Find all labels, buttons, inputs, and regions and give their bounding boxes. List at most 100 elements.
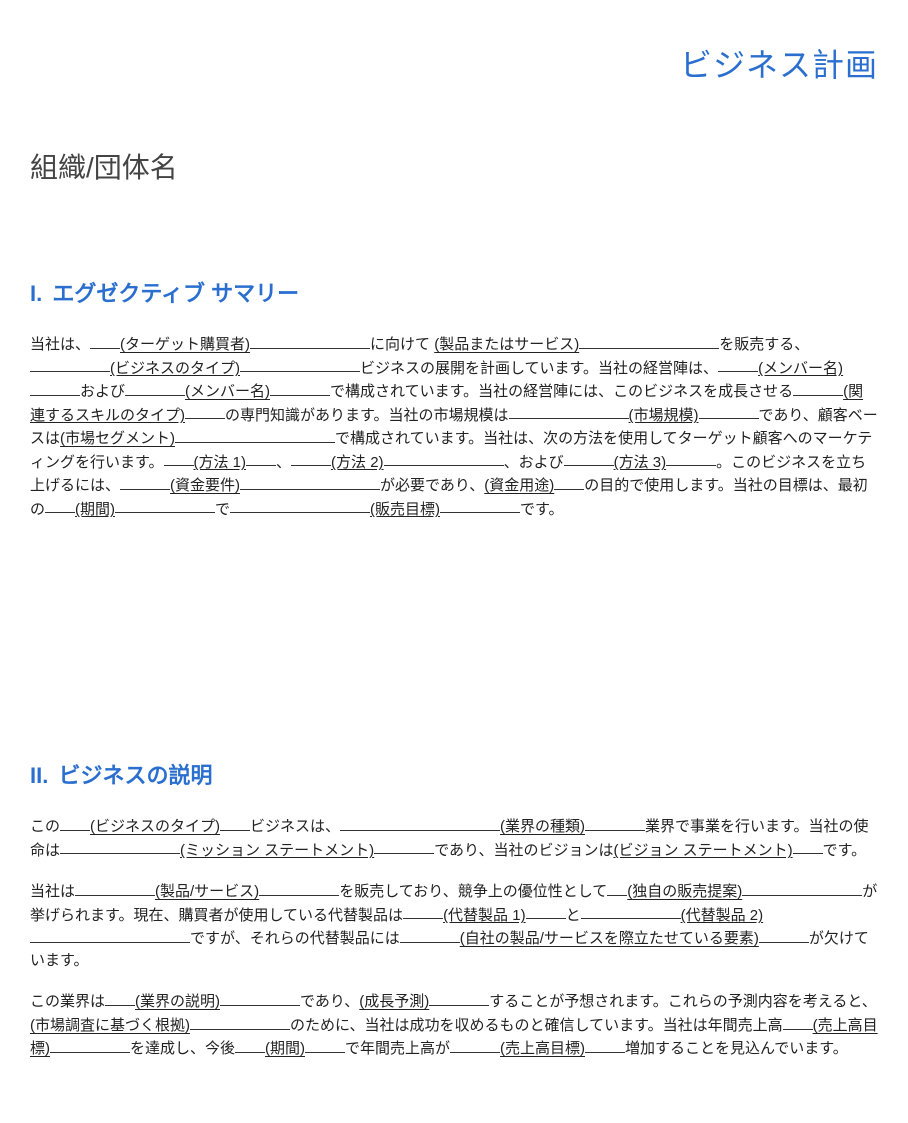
section-1-prefix: I. (30, 281, 42, 306)
blank-field[interactable] (429, 989, 489, 1006)
blank-field[interactable] (125, 379, 185, 396)
hint-product-service: (製品またはサービス) (434, 336, 579, 353)
text: 、 (276, 453, 291, 470)
text: を販売しており、競争上の優位性として (339, 883, 607, 900)
hint-mission: (ミッション ステートメント) (180, 841, 374, 858)
blank-field[interactable] (526, 903, 566, 920)
blank-field[interactable] (185, 403, 225, 420)
blank-field[interactable] (164, 450, 194, 467)
section-2-paragraph-3: この業界は(業界の説明)であり、(成長予測)することが予想されます。これらの予測… (30, 989, 878, 1060)
text: ですが、それらの代替製品には (190, 930, 400, 947)
blank-field[interactable] (75, 879, 155, 896)
blank-field[interactable] (235, 1036, 265, 1053)
blank-field[interactable] (742, 879, 862, 896)
blank-field[interactable] (30, 926, 190, 943)
hint-alt-product-1: (代替製品 1) (443, 906, 526, 923)
text: に向けて (370, 336, 430, 353)
blank-field[interactable] (793, 379, 843, 396)
blank-field[interactable] (291, 450, 331, 467)
blank-field[interactable] (564, 450, 614, 467)
hint-industry-type: (業界の種類) (500, 818, 585, 835)
blank-field[interactable] (793, 838, 823, 855)
blank-field[interactable] (666, 450, 716, 467)
blank-field[interactable] (246, 450, 276, 467)
section-1-paragraph-1: 当社は、(ターゲット購買者)に向けて (製品またはサービス)を販売する、(ビジネ… (30, 332, 878, 520)
blank-field[interactable] (105, 989, 135, 1006)
blank-field[interactable] (175, 426, 335, 443)
blank-field[interactable] (585, 1036, 625, 1053)
section-2-paragraph-2: 当社は(製品/サービス)を販売しており、競争上の優位性として(独自の販売提案)が… (30, 879, 878, 971)
blank-field[interactable] (60, 838, 180, 855)
blank-field[interactable] (607, 879, 627, 896)
text: することが予想されます。これらの予測内容を考えると、 (489, 993, 876, 1010)
blank-field[interactable] (305, 1036, 345, 1053)
text: 、および (504, 453, 564, 470)
blank-field[interactable] (699, 403, 759, 420)
blank-field[interactable] (340, 814, 500, 831)
hint-sales-target: (販売目標) (370, 500, 440, 517)
blank-field[interactable] (30, 356, 110, 373)
text: の専門知識があります。当社の市場規模は (225, 406, 509, 423)
hint-product-service-2: (製品/サービス) (155, 883, 259, 900)
blank-field[interactable] (45, 497, 75, 514)
hint-market-segment: (市場セグメント) (60, 430, 175, 447)
blank-field[interactable] (190, 1013, 290, 1030)
hint-method-2: (方法 2) (331, 453, 384, 470)
blank-field[interactable] (60, 814, 90, 831)
section-1-heading: I. エグゼクティブ サマリー (30, 276, 878, 308)
hint-differentiator: (自社の製品/サービスを際立たせている要素) (460, 930, 759, 947)
blank-field[interactable] (783, 1013, 813, 1030)
hint-funding-req: (資金要件) (170, 477, 240, 494)
text: 当社は (30, 883, 75, 900)
hint-method-3: (方法 3) (614, 453, 667, 470)
organization-name: 組織/団体名 (30, 146, 878, 186)
blank-field[interactable] (230, 497, 370, 514)
text: です。 (520, 500, 564, 517)
hint-period-2: (期間) (265, 1040, 305, 1057)
text: 増加することを見込んでいます。 (625, 1040, 848, 1057)
blank-field[interactable] (240, 473, 380, 490)
blank-field[interactable] (50, 1036, 130, 1053)
hint-vision: (ビジョン ステートメント) (613, 841, 792, 858)
text: のために、当社は成功を収めるものと確信しています。当社は年間売上高 (290, 1017, 783, 1034)
blank-field[interactable] (585, 814, 645, 831)
blank-field[interactable] (450, 1036, 500, 1053)
blank-field[interactable] (554, 473, 584, 490)
blank-field[interactable] (509, 403, 629, 420)
section-1-title: エグゼクティブ サマリー (52, 281, 299, 306)
text: および (80, 383, 125, 400)
hint-period: (期間) (75, 500, 115, 517)
hint-fund-use: (資金用途) (484, 477, 554, 494)
text: であり、 (300, 993, 359, 1010)
text: を達成し、今後 (130, 1040, 235, 1057)
blank-field[interactable] (759, 926, 809, 943)
hint-target-buyer: (ターゲット購買者) (120, 336, 250, 353)
blank-field[interactable] (220, 989, 300, 1006)
blank-field[interactable] (259, 879, 339, 896)
blank-field[interactable] (120, 473, 170, 490)
blank-field[interactable] (581, 903, 681, 920)
hint-market-size: (市場規模) (629, 406, 699, 423)
blank-field[interactable] (718, 356, 758, 373)
blank-field[interactable] (384, 450, 504, 467)
section-2-paragraph-1: この(ビジネスのタイプ)ビジネスは、(業界の種類)業界で事業を行います。当社の使… (30, 814, 878, 861)
hint-growth-forecast: (成長予測) (359, 993, 429, 1010)
blank-field[interactable] (220, 814, 250, 831)
text: を販売する、 (719, 336, 809, 353)
text: で構成されています。当社の経営陣には、このビジネスを成長させる (330, 383, 793, 400)
blank-field[interactable] (90, 332, 120, 349)
blank-field[interactable] (270, 379, 330, 396)
blank-field[interactable] (579, 332, 719, 349)
text: が必要であり、 (380, 477, 484, 494)
blank-field[interactable] (440, 497, 520, 514)
document-page: ビジネス計画 組織/団体名 I. エグゼクティブ サマリー 当社は、(ターゲット… (0, 0, 908, 1123)
blank-field[interactable] (115, 497, 215, 514)
blank-field[interactable] (374, 838, 434, 855)
blank-field[interactable] (240, 356, 360, 373)
hint-business-type-2: (ビジネスのタイプ) (90, 818, 220, 835)
blank-field[interactable] (30, 379, 80, 396)
blank-field[interactable] (400, 926, 460, 943)
blank-field[interactable] (403, 903, 443, 920)
hint-method-1: (方法 1) (194, 453, 247, 470)
blank-field[interactable] (250, 332, 370, 349)
